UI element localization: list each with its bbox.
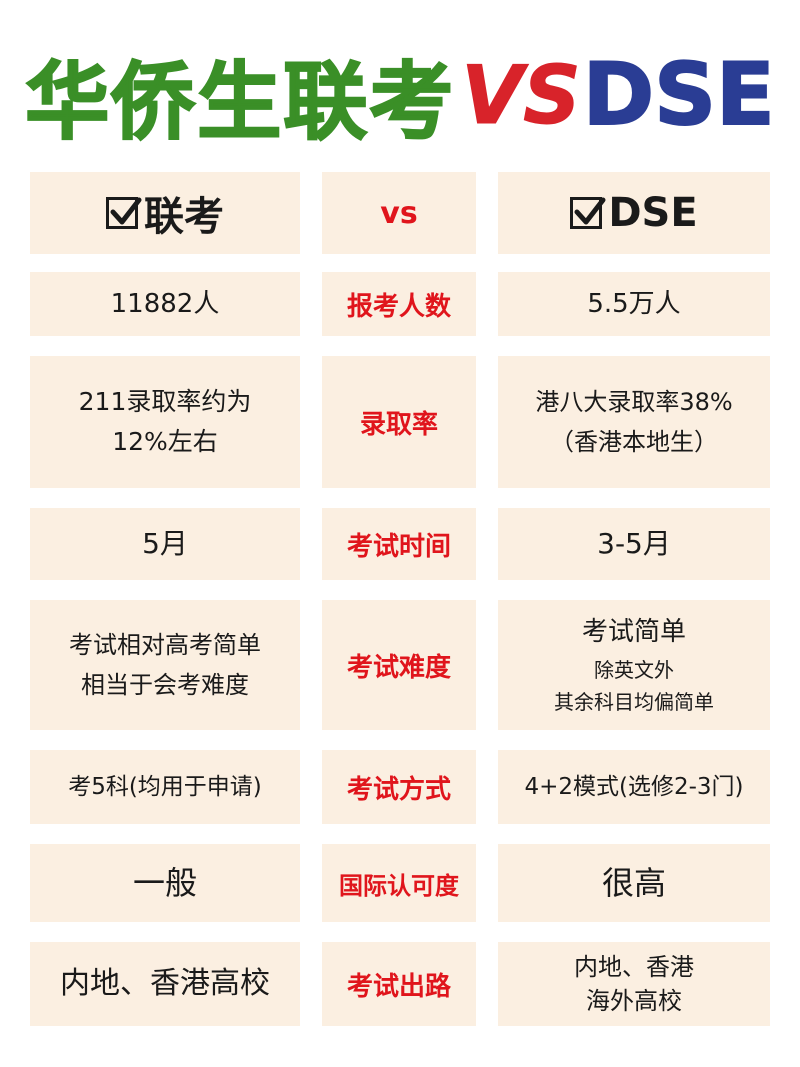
cell-text: 内地、香港高校 bbox=[60, 966, 270, 1001]
header-left-cell: 联考 bbox=[30, 172, 300, 254]
checkbox-checked-icon bbox=[106, 197, 142, 229]
cell-text: 11882人 bbox=[110, 289, 220, 319]
row-recognition-label: 国际认可度 bbox=[322, 844, 476, 922]
row-difficulty-label: 考试难度 bbox=[322, 600, 476, 730]
row-label: 国际认可度 bbox=[339, 871, 459, 900]
row-admission-label: 录取率 bbox=[322, 356, 476, 488]
row-label: 考试出路 bbox=[346, 971, 451, 1002]
row-label: 考试方式 bbox=[346, 774, 451, 805]
cell-text: （香港本地生） bbox=[550, 428, 718, 456]
cell-text: 一般 bbox=[132, 864, 197, 902]
cell-text: 港八大录取率38% bbox=[535, 388, 733, 416]
title-chinese: 华侨生联考 bbox=[24, 52, 456, 152]
row-exam-time-right: 3-5月 bbox=[498, 508, 770, 580]
row-difficulty-left: 考试相对高考简单 相当于会考难度 bbox=[30, 600, 300, 730]
row-label: 录取率 bbox=[359, 409, 438, 440]
title-vs: VS bbox=[461, 48, 582, 142]
row-exam-format-label: 考试方式 bbox=[322, 750, 476, 824]
poster-title: 华侨生联考 VS DSE bbox=[0, 40, 800, 152]
row-exam-time-left: 5月 bbox=[30, 508, 300, 580]
cell-text: 4+2模式(选修2-3门) bbox=[524, 774, 744, 800]
row-admission-right: 港八大录取率38% （香港本地生） bbox=[498, 356, 770, 488]
row-recognition-left: 一般 bbox=[30, 844, 300, 922]
cell-text: 相当于会考难度 bbox=[81, 671, 249, 699]
row-applicants-right: 5.5万人 bbox=[498, 272, 770, 336]
checkbox-checked-icon bbox=[570, 197, 606, 229]
row-label: 考试时间 bbox=[346, 531, 451, 562]
cell-text: 5.5万人 bbox=[587, 289, 681, 319]
row-exam-format-left: 考5科(均用于申请) bbox=[30, 750, 300, 824]
cell-text: 很高 bbox=[601, 864, 666, 902]
row-exam-format-right: 4+2模式(选修2-3门) bbox=[498, 750, 770, 824]
cell-text: 12%左右 bbox=[112, 427, 218, 456]
row-pathway-label: 考试出路 bbox=[322, 942, 476, 1026]
row-label: 考试难度 bbox=[346, 652, 451, 683]
row-label: 报考人数 bbox=[346, 291, 451, 322]
cell-text: 211录取率约为 bbox=[78, 387, 252, 416]
row-applicants-label: 报考人数 bbox=[322, 272, 476, 336]
row-pathway-left: 内地、香港高校 bbox=[30, 942, 300, 1026]
row-applicants-left: 11882人 bbox=[30, 272, 300, 336]
row-pathway-right: 内地、香港 海外高校 bbox=[498, 942, 770, 1026]
cell-text: 5月 bbox=[142, 527, 188, 560]
cell-text: 考试相对高考简单 bbox=[69, 631, 261, 659]
header-vs-label: VS bbox=[380, 195, 418, 231]
header-right-label: DSE bbox=[608, 190, 698, 236]
header-middle-cell: VS bbox=[322, 172, 476, 254]
row-admission-left: 211录取率约为 12%左右 bbox=[30, 356, 300, 488]
cell-text: 考试简单 bbox=[581, 617, 686, 647]
cell-text: 3-5月 bbox=[597, 527, 671, 560]
header-left-label: 联考 bbox=[144, 194, 224, 240]
cell-text: 内地、香港 bbox=[574, 953, 694, 981]
header-right-cell: DSE bbox=[498, 172, 770, 254]
cell-text: 其余科目均偏简单 bbox=[554, 690, 714, 714]
row-recognition-right: 很高 bbox=[498, 844, 770, 922]
title-dse: DSE bbox=[582, 44, 776, 146]
cell-text: 除英文外 bbox=[594, 658, 674, 682]
cell-text: 海外高校 bbox=[586, 987, 682, 1015]
row-difficulty-right: 考试简单 除英文外 其余科目均偏简单 bbox=[498, 600, 770, 730]
cell-text: 考5科(均用于申请) bbox=[68, 774, 262, 800]
row-exam-time-label: 考试时间 bbox=[322, 508, 476, 580]
